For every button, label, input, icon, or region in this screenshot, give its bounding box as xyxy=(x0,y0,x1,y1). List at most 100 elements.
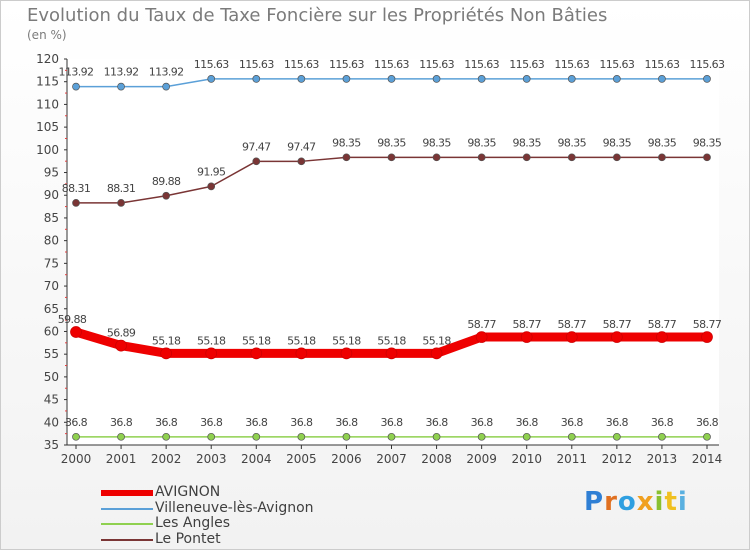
x-tick-label: 2012 xyxy=(602,452,633,466)
data-point xyxy=(297,157,306,166)
data-point xyxy=(70,326,82,338)
data-label: 58.77 xyxy=(693,318,722,331)
data-point xyxy=(611,331,623,343)
data-label: 36.8 xyxy=(65,416,88,429)
data-label: 36.8 xyxy=(245,416,268,429)
data-point xyxy=(207,74,216,83)
data-point xyxy=(342,74,351,83)
data-label: 36.8 xyxy=(516,416,539,429)
data-point xyxy=(613,432,621,441)
y-tick-label: 90 xyxy=(44,188,59,202)
data-point xyxy=(567,432,576,441)
y-tick-label: 70 xyxy=(44,279,59,293)
data-label: 113.92 xyxy=(149,66,184,79)
data-point xyxy=(658,432,666,441)
y-axis-unit: (en %) xyxy=(27,28,67,42)
data-point xyxy=(250,347,263,360)
data-point xyxy=(477,153,486,162)
data-label: 115.63 xyxy=(419,58,454,71)
data-point xyxy=(72,82,80,91)
x-tick-label: 2003 xyxy=(196,452,227,466)
legend-label-avignon: AVIGNON xyxy=(155,484,221,500)
data-label: 88.31 xyxy=(62,182,91,195)
data-point xyxy=(387,153,396,162)
data-label: 98.35 xyxy=(422,136,451,149)
data-label: 98.35 xyxy=(467,136,496,149)
data-point xyxy=(567,74,576,83)
data-label: 98.35 xyxy=(332,136,361,149)
data-point xyxy=(567,153,576,162)
data-point xyxy=(340,347,353,360)
data-point xyxy=(207,182,216,191)
legend-swatch-villeneuve xyxy=(101,507,153,510)
data-label: 98.35 xyxy=(648,136,677,149)
data-label: 36.8 xyxy=(110,416,133,429)
y-tick-label: 60 xyxy=(44,324,59,338)
legend-label-les-angles: Les Angles xyxy=(155,515,231,531)
data-point xyxy=(295,347,308,360)
data-label: 115.63 xyxy=(644,58,679,71)
x-tick-label: 2001 xyxy=(106,452,137,466)
y-tick-label: 115 xyxy=(36,75,59,89)
y-tick-label: 95 xyxy=(44,166,59,180)
logo-letter: i xyxy=(654,487,665,517)
data-label: 89.88 xyxy=(152,175,181,188)
data-label: 36.8 xyxy=(561,416,584,429)
data-label: 36.8 xyxy=(155,416,178,429)
data-point xyxy=(252,74,261,83)
y-tick-label: 85 xyxy=(44,211,59,225)
data-label: 115.63 xyxy=(690,58,725,71)
data-label: 55.18 xyxy=(332,334,361,347)
y-tick-label: 50 xyxy=(44,370,59,384)
data-label: 115.63 xyxy=(464,58,499,71)
logo-letter: i xyxy=(677,487,688,517)
data-point xyxy=(207,432,216,441)
data-point xyxy=(342,432,351,441)
logo-letter: t xyxy=(664,487,678,517)
data-label: 115.63 xyxy=(329,58,364,71)
data-label: 98.35 xyxy=(558,136,587,149)
data-label: 115.63 xyxy=(374,58,409,71)
data-point xyxy=(387,74,396,83)
y-tick-label: 40 xyxy=(44,415,59,429)
x-tick-label: 2004 xyxy=(241,452,272,466)
legend-swatch-le-pontet xyxy=(101,538,153,541)
data-point xyxy=(72,199,80,207)
data-point xyxy=(252,157,261,166)
legend-swatch-les-angles xyxy=(101,523,153,525)
data-label: 115.63 xyxy=(239,58,274,71)
legend-swatch-avignon xyxy=(101,490,153,496)
data-label: 58.77 xyxy=(512,318,541,331)
y-tick-label: 55 xyxy=(44,347,59,361)
x-tick-label: 2002 xyxy=(151,452,182,466)
y-tick-label: 100 xyxy=(36,143,59,157)
data-label: 56.89 xyxy=(107,327,136,340)
data-point xyxy=(522,153,531,162)
y-tick-label: 65 xyxy=(44,302,59,316)
x-tick-label: 2014 xyxy=(692,452,723,466)
data-point xyxy=(658,153,666,162)
proxiti-logo: Proxiti xyxy=(584,487,688,517)
data-point xyxy=(432,74,441,83)
data-point xyxy=(701,331,713,343)
x-tick-label: 2009 xyxy=(466,452,497,466)
data-label: 55.18 xyxy=(152,334,181,347)
data-label: 58.77 xyxy=(558,318,587,331)
data-point xyxy=(658,74,666,83)
data-label: 115.63 xyxy=(554,58,589,71)
plot-area xyxy=(67,59,719,445)
data-label: 97.47 xyxy=(287,140,316,153)
data-label: 55.18 xyxy=(242,334,271,347)
y-tick-label: 120 xyxy=(36,52,59,66)
data-label: 36.8 xyxy=(380,416,403,429)
data-label: 98.35 xyxy=(603,136,632,149)
x-tick-label: 2013 xyxy=(647,452,678,466)
y-tick-label: 35 xyxy=(44,438,59,452)
data-point xyxy=(162,432,170,441)
y-tick-label: 75 xyxy=(44,256,59,270)
data-label: 36.8 xyxy=(651,416,674,429)
data-point xyxy=(430,347,443,360)
data-label: 98.35 xyxy=(377,136,406,149)
data-label: 113.92 xyxy=(104,66,139,79)
